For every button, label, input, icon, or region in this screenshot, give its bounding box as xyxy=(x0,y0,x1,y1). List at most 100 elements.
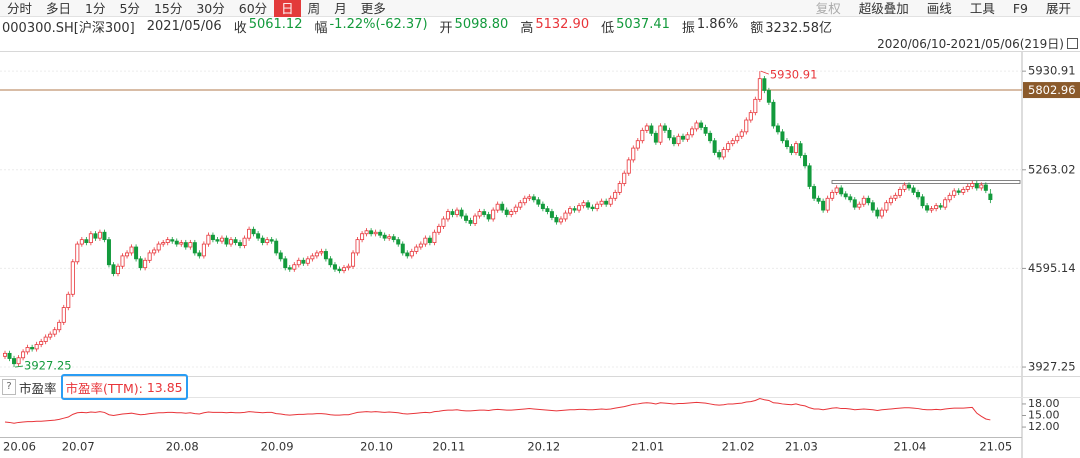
x-tick-label: 20.12 xyxy=(527,440,560,454)
x-tick-label: 21.05 xyxy=(979,440,1012,454)
high-arrow xyxy=(760,70,769,75)
candle-body xyxy=(387,236,392,239)
candle-body xyxy=(676,135,681,145)
candle-body xyxy=(839,187,844,195)
tool-button[interactable]: 超级叠加 xyxy=(858,0,909,16)
quote-label: 开 xyxy=(439,21,453,36)
candle-body xyxy=(554,217,559,223)
candle-body xyxy=(965,186,970,190)
candle-body xyxy=(70,261,75,295)
candle-body xyxy=(111,264,116,275)
candle-body xyxy=(599,200,604,205)
candle-body xyxy=(635,140,640,149)
tool-button[interactable]: 展开 xyxy=(1045,0,1071,16)
period-tab[interactable]: 30分 xyxy=(196,0,225,16)
quote-field: 低 5037.41 xyxy=(601,17,670,36)
x-tick-label: 21.03 xyxy=(785,440,818,454)
candle-body xyxy=(662,125,667,131)
period-tab[interactable]: 日 xyxy=(274,0,301,17)
period-tab[interactable]: 60分 xyxy=(238,0,268,16)
candle-body xyxy=(48,333,53,338)
x-tick-label: 20.09 xyxy=(261,440,294,454)
candle-body xyxy=(631,147,636,161)
candle-body xyxy=(84,239,89,243)
candle-body xyxy=(152,249,157,254)
candle-body xyxy=(771,101,776,127)
x-tick-label: 20.06 xyxy=(3,440,36,454)
help-icon[interactable]: ? xyxy=(2,379,16,395)
period-tab[interactable]: 5分 xyxy=(119,0,140,16)
candle-body xyxy=(685,134,690,140)
quote-value: 5037.41 xyxy=(616,17,670,32)
period-tab[interactable]: 更多 xyxy=(360,0,386,16)
candle-body xyxy=(116,265,121,275)
candle-body xyxy=(653,132,658,143)
candle-body xyxy=(920,196,925,207)
x-tick-label: 20.08 xyxy=(166,440,199,454)
candle-body xyxy=(721,149,726,158)
candle-body xyxy=(879,209,884,217)
candle-body xyxy=(296,259,301,266)
candle-body xyxy=(224,237,229,245)
quote-field: 额 3232.58亿 xyxy=(750,17,832,36)
candle-body xyxy=(39,341,44,345)
candle-body xyxy=(283,258,288,269)
candle-body xyxy=(753,98,758,114)
quote-label: 振 xyxy=(681,21,695,36)
candle-body xyxy=(690,128,695,136)
period-tab[interactable]: 多日 xyxy=(46,0,72,16)
candle-body xyxy=(925,205,930,211)
candle-body xyxy=(934,205,939,210)
period-tab[interactable]: 分时 xyxy=(7,0,33,16)
tool-button[interactable]: 工具 xyxy=(969,0,995,16)
tool-button[interactable]: F9 xyxy=(1012,0,1028,16)
symbol: 000300.SH[沪深300] xyxy=(2,21,135,36)
x-tick-label: 20.10 xyxy=(360,440,393,454)
quote-value: 5098.80 xyxy=(454,17,509,32)
candle-body xyxy=(228,239,233,245)
high-label: 5930.91 xyxy=(770,68,818,82)
candle-body xyxy=(961,189,966,193)
candle-body xyxy=(341,267,346,272)
quote-field: 开 5098.80 xyxy=(440,17,509,36)
tool-button[interactable]: 画线 xyxy=(926,0,952,16)
period-tab[interactable]: 15分 xyxy=(153,0,183,16)
y-tick-label: 15.00 xyxy=(1028,409,1060,422)
quote-field: 高 5132.90 xyxy=(520,17,589,36)
candle-body xyxy=(52,329,57,335)
indicator-tab[interactable]: 市盈率 xyxy=(19,380,57,396)
candle-body xyxy=(875,209,880,217)
candle-body xyxy=(545,208,550,212)
candle-body xyxy=(346,265,351,269)
candle-body xyxy=(577,205,582,211)
low-label: 3927.25 xyxy=(24,359,72,373)
candle-body xyxy=(938,205,943,208)
calendar-icon[interactable] xyxy=(1067,38,1078,49)
candle-body xyxy=(572,208,577,211)
candle-body xyxy=(843,193,848,198)
candle-body xyxy=(445,211,450,220)
period-tab[interactable]: 月 xyxy=(334,0,347,16)
candle-body xyxy=(834,187,839,193)
candle-body xyxy=(459,209,464,217)
candle-body xyxy=(504,209,509,215)
candle-body xyxy=(897,189,902,196)
candle-body xyxy=(947,194,952,201)
candle-body xyxy=(784,140,789,148)
candle-body xyxy=(979,184,984,189)
candle-body xyxy=(106,239,111,266)
candle-body xyxy=(757,78,762,100)
candle-body xyxy=(473,215,478,224)
quote-date: 2021/05/06 xyxy=(146,19,222,34)
candle-body xyxy=(640,129,645,142)
candle-body xyxy=(179,242,184,245)
candle-body xyxy=(138,258,143,269)
period-tab[interactable]: 周 xyxy=(307,0,321,16)
candle-body xyxy=(382,234,387,239)
tool-button[interactable]: 复权 xyxy=(815,0,841,16)
candle-body xyxy=(364,230,369,235)
period-tab[interactable]: 1分 xyxy=(85,0,106,16)
y-tick-label: 18.00 xyxy=(1028,397,1060,410)
